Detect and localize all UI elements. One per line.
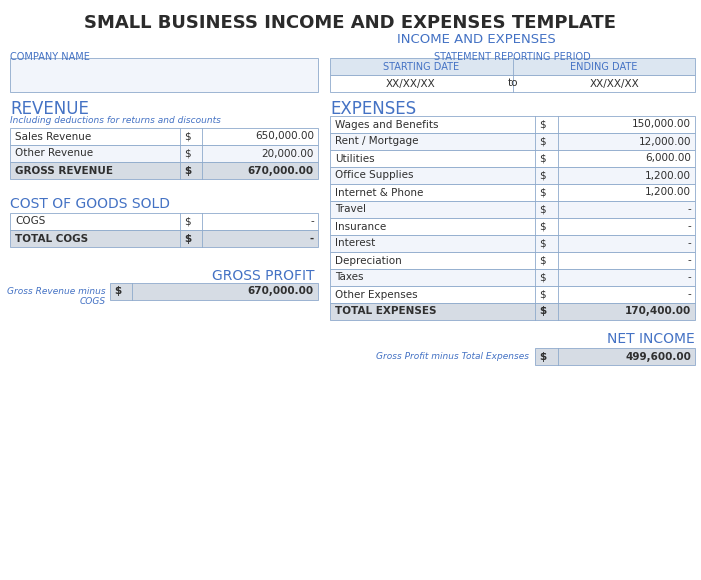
Text: $: $ (539, 273, 545, 282)
Bar (330, 201, 695, 218)
Text: $: $ (539, 171, 545, 180)
Bar (10, 58, 318, 92)
Text: $: $ (539, 119, 545, 129)
Text: COMPANY NAME: COMPANY NAME (10, 52, 90, 62)
Bar (330, 286, 695, 303)
Text: 670,000.00: 670,000.00 (248, 165, 314, 176)
Text: Sales Revenue: Sales Revenue (15, 132, 91, 142)
Bar (110, 283, 318, 300)
Text: $: $ (184, 216, 191, 227)
Text: 650,000.00: 650,000.00 (255, 132, 314, 142)
Text: $: $ (539, 351, 546, 361)
Text: TOTAL COGS: TOTAL COGS (15, 234, 88, 244)
Text: Internet & Phone: Internet & Phone (335, 187, 423, 198)
Text: STARTING DATE: STARTING DATE (383, 61, 459, 71)
Text: $: $ (184, 148, 191, 158)
Text: $: $ (539, 256, 545, 266)
Text: Utilities: Utilities (335, 154, 374, 164)
Text: 150,000.00: 150,000.00 (632, 119, 691, 129)
Text: 170,400.00: 170,400.00 (625, 306, 691, 317)
Text: -: - (687, 289, 691, 299)
Text: Gross Revenue minus
COGS: Gross Revenue minus COGS (8, 287, 106, 306)
Bar (330, 303, 695, 320)
Text: 6,000.00: 6,000.00 (645, 154, 691, 164)
Text: INCOME AND EXPENSES: INCOME AND EXPENSES (397, 33, 556, 46)
Text: -: - (687, 256, 691, 266)
Text: $: $ (184, 132, 191, 142)
Text: Depreciation: Depreciation (335, 256, 402, 266)
Text: 1,200.00: 1,200.00 (645, 187, 691, 198)
Text: $: $ (539, 154, 545, 164)
Bar (10, 230, 318, 247)
Text: ENDING DATE: ENDING DATE (570, 61, 637, 71)
Text: SMALL BUSINESS INCOME AND EXPENSES TEMPLATE: SMALL BUSINESS INCOME AND EXPENSES TEMPL… (85, 14, 616, 32)
Text: 1,200.00: 1,200.00 (645, 171, 691, 180)
Text: COGS: COGS (15, 216, 46, 227)
Text: REVENUE: REVENUE (10, 100, 89, 118)
Text: $: $ (114, 287, 121, 296)
Text: $: $ (539, 238, 545, 248)
Text: -: - (310, 234, 314, 244)
Text: TOTAL EXPENSES: TOTAL EXPENSES (335, 306, 437, 317)
Text: 20,000.00: 20,000.00 (261, 148, 314, 158)
Bar (330, 252, 695, 269)
Bar (330, 235, 695, 252)
Text: $: $ (539, 187, 545, 198)
Text: $: $ (184, 165, 191, 176)
Text: $: $ (184, 234, 191, 244)
Text: NET INCOME: NET INCOME (607, 332, 695, 346)
Text: -: - (687, 273, 691, 282)
Text: Wages and Benefits: Wages and Benefits (335, 119, 439, 129)
Bar (330, 167, 695, 184)
Text: 12,000.00: 12,000.00 (639, 136, 691, 147)
Text: GROSS REVENUE: GROSS REVENUE (15, 165, 113, 176)
Text: Including deductions for returns and discounts: Including deductions for returns and dis… (10, 116, 221, 125)
Text: $: $ (539, 306, 546, 317)
Text: STATEMENT REPORTING PERIOD: STATEMENT REPORTING PERIOD (434, 52, 591, 62)
Text: Rent / Mortgage: Rent / Mortgage (335, 136, 418, 147)
Text: -: - (687, 205, 691, 215)
Text: EXPENSES: EXPENSES (330, 100, 416, 118)
Bar (330, 218, 695, 235)
Bar (10, 162, 318, 179)
Text: Insurance: Insurance (335, 222, 386, 231)
Text: Other Expenses: Other Expenses (335, 289, 418, 299)
Text: XX/XX/XX: XX/XX/XX (386, 78, 435, 89)
Text: Interest: Interest (335, 238, 375, 248)
Text: 499,600.00: 499,600.00 (625, 351, 691, 361)
Text: Office Supplies: Office Supplies (335, 171, 414, 180)
Text: -: - (687, 238, 691, 248)
Text: -: - (687, 222, 691, 231)
Bar (10, 145, 318, 162)
Text: COST OF GOODS SOLD: COST OF GOODS SOLD (10, 197, 170, 211)
Text: GROSS PROFIT: GROSS PROFIT (212, 269, 314, 283)
Bar (330, 150, 695, 167)
Bar (330, 75, 695, 92)
Bar (330, 116, 695, 133)
Text: Gross Profit minus Total Expenses: Gross Profit minus Total Expenses (376, 352, 529, 361)
Bar (10, 128, 318, 145)
Bar (535, 348, 695, 365)
Text: Travel: Travel (335, 205, 366, 215)
Bar (10, 213, 318, 230)
Text: Other Revenue: Other Revenue (15, 148, 93, 158)
Text: $: $ (539, 136, 545, 147)
Bar (330, 269, 695, 286)
Text: $: $ (539, 222, 545, 231)
Text: 670,000.00: 670,000.00 (248, 287, 314, 296)
Text: -: - (311, 216, 314, 227)
Text: $: $ (539, 289, 545, 299)
Bar (330, 58, 695, 75)
Bar (330, 184, 695, 201)
Bar (330, 133, 695, 150)
Text: $: $ (539, 205, 545, 215)
Text: XX/XX/XX: XX/XX/XX (590, 78, 639, 89)
Text: to: to (508, 78, 518, 89)
Text: Taxes: Taxes (335, 273, 364, 282)
